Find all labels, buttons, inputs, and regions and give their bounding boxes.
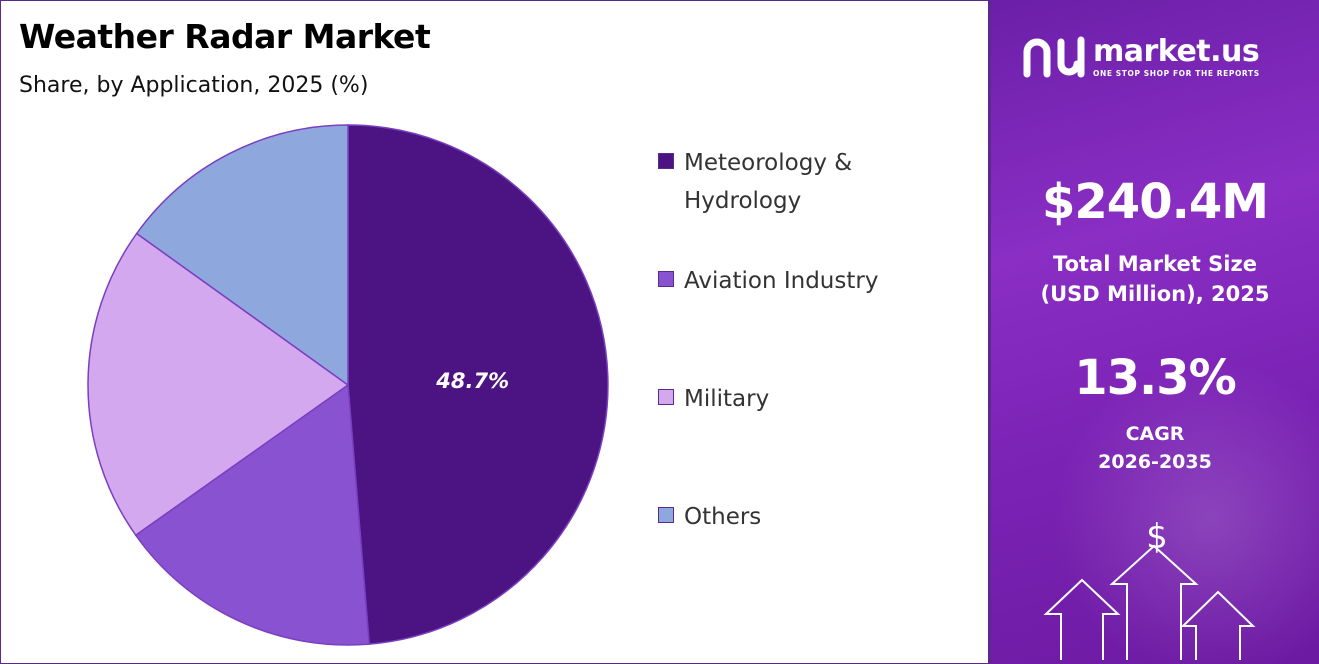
legend-label: Others xyxy=(684,504,762,530)
legend-label: Aviation Industry xyxy=(684,268,879,294)
legend-item-others: Others xyxy=(658,498,958,536)
brand-logo: market.us ONE STOP SHOP FOR THE REPORTS xyxy=(1021,34,1260,80)
legend-label: Military xyxy=(684,386,770,412)
pie-slice-meteorology-hydrology xyxy=(347,124,609,645)
panel-glow xyxy=(1051,360,1319,664)
pie-chart: 48.7% xyxy=(87,124,609,646)
legend-swatch xyxy=(658,271,674,287)
brand-text: market.us ONE STOP SHOP FOR THE REPORTS xyxy=(1093,33,1260,78)
growth-arrows-icon: $ xyxy=(1043,517,1256,660)
market-size-value: $240.4M xyxy=(1042,174,1269,230)
legend-swatch xyxy=(658,153,674,169)
pie-slice-others xyxy=(135,124,349,387)
brand-tagline: ONE STOP SHOP FOR THE REPORTS xyxy=(1093,68,1260,78)
cagr-label: CAGR xyxy=(1125,423,1185,445)
arrow-right-icon xyxy=(1180,590,1256,660)
market-size-label-1: Total Market Size xyxy=(1053,252,1257,276)
summary-panel: market.us ONE STOP SHOP FOR THE REPORTS … xyxy=(988,0,1319,664)
legend-label: Meteorology & Hydrology xyxy=(684,150,853,214)
legend-item-military: Military xyxy=(658,380,958,418)
chart-area: Weather Radar Market Share, by Applicati… xyxy=(1,1,987,663)
arrow-left-icon xyxy=(1043,578,1121,660)
market-size-label-2: (USD Million), 2025 xyxy=(1040,282,1270,306)
pie-data-label: 48.7% xyxy=(435,369,509,393)
pie-slice-military xyxy=(87,232,350,537)
chart-subtitle: Share, by Application, 2025 (%) xyxy=(19,73,369,98)
cagr-value: 13.3% xyxy=(1074,350,1237,406)
pie-slice-aviation-industry xyxy=(134,383,371,646)
cagr-period: 2026-2035 xyxy=(1098,451,1212,473)
chart-title: Weather Radar Market xyxy=(19,17,431,56)
legend-swatch xyxy=(658,389,674,405)
legend-item-meteorology-hydrology: Meteorology & Hydrology xyxy=(658,144,958,220)
dollar-sign: $ xyxy=(1146,517,1168,557)
legend-swatch xyxy=(658,507,674,523)
market-us-logo-icon xyxy=(1023,36,1085,78)
arrow-center-icon xyxy=(1109,544,1199,660)
brand-name: market.us xyxy=(1093,33,1260,69)
legend-item-aviation-industry: Aviation Industry xyxy=(658,262,958,300)
